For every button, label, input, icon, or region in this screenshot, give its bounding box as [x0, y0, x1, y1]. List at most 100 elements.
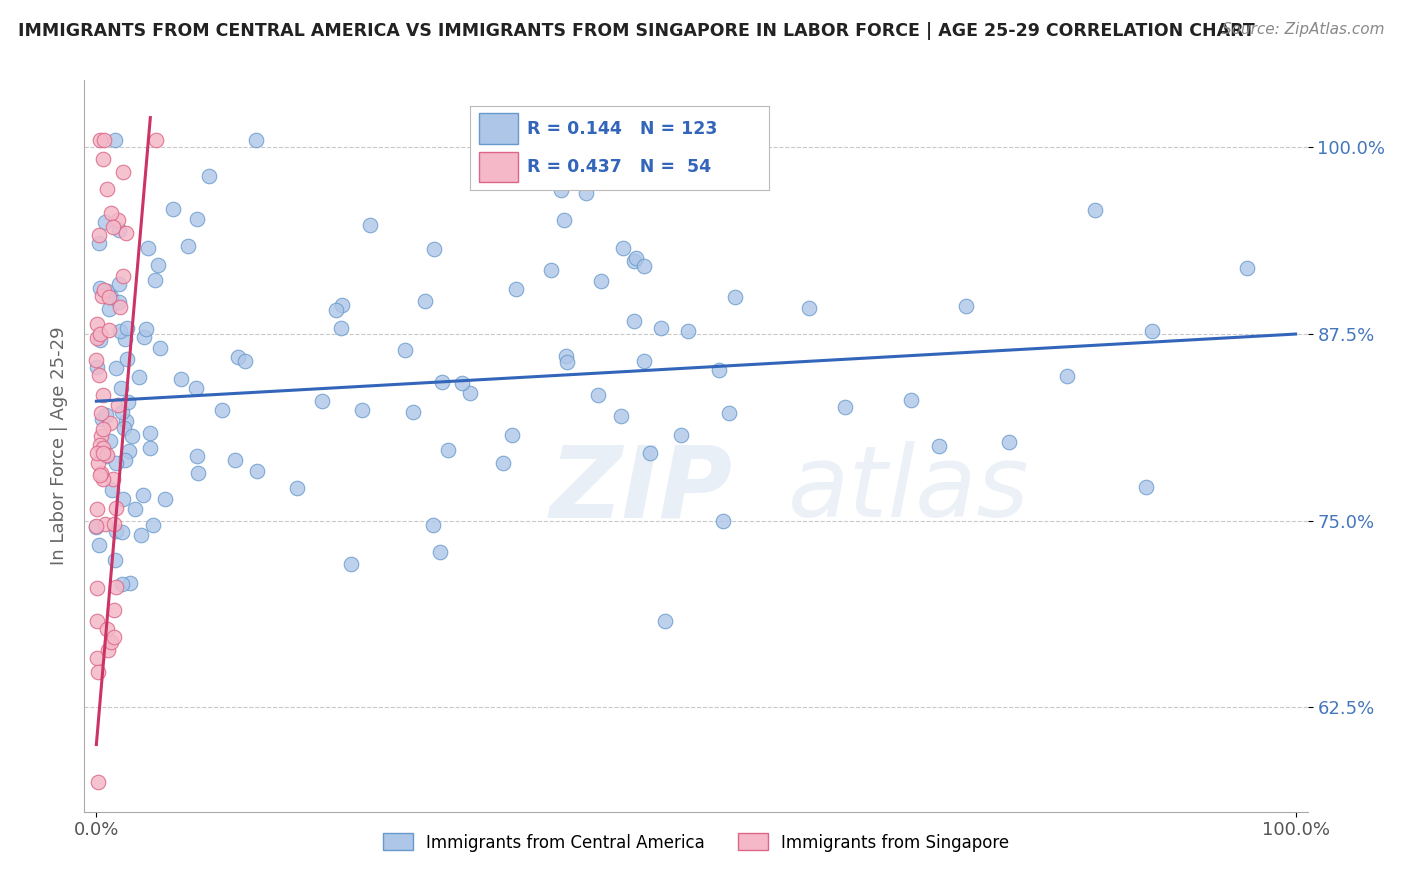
- Point: [91, 472, 114, 486]
- Point: [94, 516, 117, 531]
- Point: [97, 642, 120, 657]
- Point: [224, 453, 246, 467]
- Point: [575, 186, 598, 200]
- Point: [114, 227, 136, 241]
- Point: [96, 182, 118, 196]
- Point: [197, 169, 219, 183]
- Point: [1236, 260, 1258, 275]
- Point: [110, 381, 132, 395]
- Point: [429, 545, 451, 559]
- Text: ZIP: ZIP: [550, 442, 733, 539]
- Point: [93, 133, 115, 147]
- Point: [955, 299, 977, 313]
- Text: atlas: atlas: [787, 442, 1029, 539]
- Point: [104, 553, 127, 567]
- Point: [394, 343, 416, 358]
- Point: [104, 580, 127, 594]
- Point: [124, 502, 146, 516]
- Point: [87, 368, 110, 383]
- Point: [103, 630, 125, 644]
- Point: [436, 443, 458, 458]
- Point: [492, 456, 515, 470]
- Point: [114, 453, 136, 467]
- Point: [311, 393, 333, 408]
- Point: [139, 441, 162, 455]
- Point: [86, 615, 108, 629]
- Point: [98, 323, 121, 337]
- Point: [108, 324, 131, 338]
- Point: [187, 467, 209, 481]
- Point: [100, 290, 122, 304]
- Point: [128, 369, 150, 384]
- Point: [111, 525, 134, 540]
- Point: [352, 402, 374, 417]
- Point: [709, 363, 731, 377]
- Point: [340, 557, 363, 571]
- Point: [671, 428, 693, 442]
- Point: [86, 360, 108, 375]
- Point: [114, 332, 136, 346]
- Point: [107, 294, 129, 309]
- Point: [90, 406, 112, 420]
- Point: [153, 491, 176, 506]
- Point: [797, 301, 820, 315]
- Point: [413, 293, 436, 308]
- Point: [1056, 368, 1078, 383]
- Point: [591, 274, 613, 288]
- Point: [1140, 324, 1163, 338]
- Point: [98, 290, 121, 304]
- Point: [103, 603, 125, 617]
- Point: [111, 576, 134, 591]
- Point: [612, 241, 634, 255]
- Point: [86, 446, 108, 460]
- Point: [101, 483, 124, 497]
- Point: [121, 428, 143, 442]
- Point: [505, 282, 527, 296]
- Point: [1083, 202, 1105, 217]
- Point: [654, 615, 676, 629]
- Point: [724, 290, 747, 304]
- Legend: Immigrants from Central America, Immigrants from Singapore: Immigrants from Central America, Immigra…: [375, 827, 1017, 858]
- Point: [114, 414, 136, 428]
- Point: [325, 302, 347, 317]
- Point: [623, 314, 645, 328]
- Point: [89, 467, 111, 482]
- Point: [245, 464, 267, 478]
- Point: [132, 488, 155, 502]
- Point: [117, 395, 139, 409]
- Point: [87, 456, 110, 470]
- Point: [87, 775, 110, 789]
- Point: [94, 409, 117, 423]
- Point: [107, 398, 129, 412]
- Point: [96, 284, 118, 298]
- Point: [87, 228, 110, 243]
- Point: [138, 425, 160, 440]
- Point: [451, 376, 474, 390]
- Point: [422, 518, 444, 533]
- Point: [184, 381, 207, 395]
- Point: [650, 320, 672, 334]
- Point: [588, 388, 610, 402]
- Point: [626, 251, 648, 265]
- Point: [89, 236, 111, 251]
- Point: [211, 403, 233, 417]
- Point: [145, 133, 167, 147]
- Text: IMMIGRANTS FROM CENTRAL AMERICA VS IMMIGRANTS FROM SINGAPORE IN LABOR FORCE | AG: IMMIGRANTS FROM CENTRAL AMERICA VS IMMIG…: [18, 22, 1256, 40]
- Point: [91, 388, 114, 402]
- Point: [998, 435, 1021, 450]
- Point: [86, 582, 108, 596]
- Point: [149, 341, 172, 355]
- Point: [89, 538, 111, 552]
- Point: [330, 321, 353, 335]
- Point: [170, 372, 193, 386]
- Point: [610, 409, 633, 424]
- Text: Source: ZipAtlas.com: Source: ZipAtlas.com: [1222, 22, 1385, 37]
- Point: [900, 392, 922, 407]
- Point: [104, 524, 127, 539]
- Point: [143, 273, 166, 287]
- Point: [633, 259, 655, 273]
- Point: [100, 635, 122, 649]
- Point: [89, 281, 111, 295]
- Point: [104, 133, 127, 147]
- Point: [136, 241, 159, 255]
